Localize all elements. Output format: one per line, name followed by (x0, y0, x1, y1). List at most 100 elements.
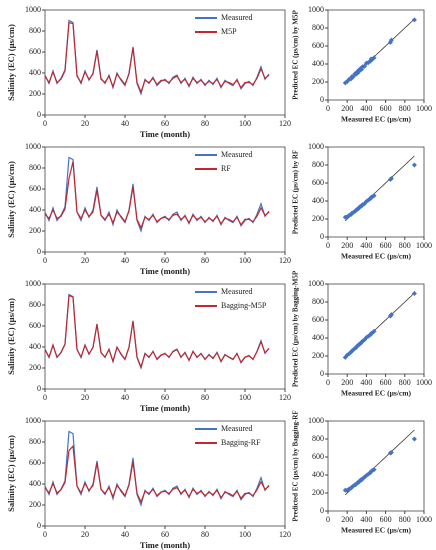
y-tick-label: 1000 (308, 416, 324, 425)
plot-frame (327, 283, 425, 375)
y-tick-label: 1000 (25, 279, 41, 288)
series-line (44, 21, 270, 94)
x-tick-label: 40 (121, 119, 129, 128)
legend-label: Bagging-M5P (221, 301, 267, 310)
x-tick-label: 100 (239, 119, 251, 128)
x-tick-label: 0 (326, 378, 330, 387)
legend-label: M5P (221, 27, 237, 36)
x-axis-label: Time (month) (140, 129, 190, 139)
x-tick-label: 60 (161, 530, 169, 539)
x-tick-label: 600 (380, 241, 392, 250)
y-tick-label: 200 (29, 363, 41, 372)
legend-label: Measured (221, 150, 253, 159)
y-tick-label: 600 (312, 178, 324, 187)
y-tick-label: 0 (37, 247, 41, 256)
y-tick-label: 600 (312, 452, 324, 461)
y-tick-label: 600 (29, 184, 41, 193)
y-axis-label: Predicted EC (µs/cm) by M5P (292, 10, 300, 100)
y-axis-label: Predicted EC (µs/cm) by RF (292, 150, 300, 234)
x-tick-label: 60 (161, 119, 169, 128)
x-tick-label: 0 (43, 256, 47, 265)
y-tick-label: 1000 (25, 5, 41, 14)
point (388, 176, 394, 181)
point (371, 328, 377, 334)
x-tick-label: 20 (81, 256, 89, 265)
y-tick-label: 400 (312, 196, 324, 205)
y-tick-label: 600 (29, 458, 41, 467)
point (371, 55, 377, 61)
x-tick-label: 1000 (416, 378, 432, 387)
plot-frame (44, 283, 286, 390)
y-tick-label: 600 (312, 315, 324, 324)
point (388, 37, 394, 43)
x-tick-label: 600 (380, 104, 392, 113)
series-line (44, 161, 270, 230)
x-tick-label: 80 (201, 256, 209, 265)
y-tick-label: 800 (29, 437, 41, 446)
legend-label: Measured (221, 13, 253, 22)
x-tick-label: 600 (380, 378, 392, 387)
series-line (44, 156, 270, 233)
x-tick-label: 80 (201, 393, 209, 402)
x-tick-label: 0 (326, 241, 330, 250)
point (350, 74, 356, 80)
y-tick-label: 0 (37, 110, 41, 119)
x-tick-label: 0 (43, 393, 47, 402)
series-line (44, 294, 270, 369)
x-tick-label: 1000 (416, 241, 432, 250)
point (388, 312, 394, 318)
y-tick-label: 800 (29, 26, 41, 35)
point (411, 17, 417, 23)
x-axis-label: Measured EC (µs/cm) (341, 115, 412, 124)
x-axis-label: Measured EC (µs/cm) (341, 526, 412, 535)
x-tick-label: 0 (326, 104, 330, 113)
x-tick-label: 1000 (416, 104, 432, 113)
x-tick-label: 80 (201, 530, 209, 539)
y-tick-label: 800 (312, 297, 324, 306)
y-axis-label: Predicted EC (µs/cm) by Bagging-M5P (292, 270, 300, 387)
y-axis-label: Salinity (EC) (µs/cm) (6, 298, 16, 375)
y-tick-label: 600 (29, 47, 41, 56)
y-tick-label: 200 (312, 77, 324, 86)
point (371, 193, 377, 199)
x-tick-label: 200 (341, 241, 353, 250)
x-tick-label: 20 (81, 119, 89, 128)
x-tick-label: 40 (121, 530, 129, 539)
x-tick-label: 400 (360, 104, 372, 113)
x-tick-label: 800 (399, 378, 411, 387)
point (388, 450, 394, 455)
x-tick-label: 600 (380, 515, 392, 524)
plot-frame (327, 420, 425, 512)
x-tick-label: 0 (43, 530, 47, 539)
y-tick-label: 800 (312, 434, 324, 443)
x-tick-label: 400 (360, 515, 372, 524)
x-tick-label: 800 (399, 241, 411, 250)
y-tick-label: 0 (37, 384, 41, 393)
x-tick-label: 800 (399, 104, 411, 113)
x-tick-label: 80 (201, 119, 209, 128)
legend-label: RF (221, 164, 231, 173)
x-tick-label: 120 (279, 256, 291, 265)
x-tick-label: 200 (341, 515, 353, 524)
plot-frame (327, 146, 425, 238)
legend-label: Measured (221, 287, 253, 296)
x-tick-label: 40 (121, 256, 129, 265)
y-tick-label: 200 (29, 500, 41, 509)
plot-frame (327, 9, 425, 101)
y-tick-label: 200 (312, 488, 324, 497)
x-axis-label: Time (month) (140, 266, 190, 276)
plot-frame (44, 420, 286, 527)
x-tick-label: 60 (161, 393, 169, 402)
point (371, 467, 377, 473)
point (361, 63, 367, 69)
x-tick-label: 100 (239, 256, 251, 265)
y-tick-label: 800 (312, 160, 324, 169)
y-axis-label: Salinity (EC) (µs/cm) (6, 24, 16, 101)
x-tick-label: 1000 (416, 515, 432, 524)
y-axis-label: Salinity (EC) (µs/cm) (6, 161, 16, 238)
x-tick-label: 20 (81, 393, 89, 402)
x-tick-label: 0 (326, 515, 330, 524)
y-tick-label: 600 (29, 321, 41, 330)
x-tick-label: 400 (360, 241, 372, 250)
